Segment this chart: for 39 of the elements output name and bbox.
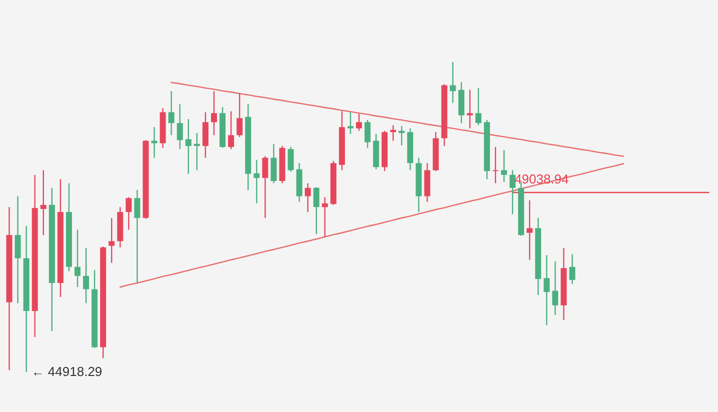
candlestick: [364, 119, 371, 148]
candlestick: [202, 112, 208, 158]
candlestick: [466, 89, 473, 129]
candlestick: [475, 87, 482, 126]
candlestick: [194, 132, 200, 171]
candlestick: [134, 189, 140, 284]
candlestick: [347, 112, 354, 135]
candlestick: [398, 126, 405, 146]
candlestick: [151, 126, 158, 158]
candlestick: [552, 260, 558, 316]
candlestick: [176, 104, 183, 150]
candlestick: [83, 247, 90, 304]
candlestick: [510, 170, 516, 215]
candlestick: [450, 61, 456, 104]
candlestick: [228, 110, 234, 150]
candlestick: [108, 217, 115, 264]
candlestick: [313, 186, 320, 235]
candlestick: [569, 254, 576, 285]
candlestick: [526, 200, 533, 260]
candlestick: [501, 149, 508, 183]
candlestick: [356, 113, 362, 132]
annotation: ← 44918.29: [31, 364, 102, 380]
candlestick: [304, 182, 311, 213]
candlestick: [126, 196, 132, 230]
candlestick: [288, 146, 294, 172]
candlestick: [270, 143, 277, 184]
candlestick: [14, 196, 21, 304]
candlestick: [390, 124, 396, 142]
candlestick: [168, 90, 174, 136]
candlestick: [262, 156, 268, 219]
candlestick: [322, 196, 328, 238]
candlestick: [40, 170, 46, 236]
candlestick: [185, 118, 192, 175]
candlestick: [544, 254, 550, 326]
candlestick: [236, 92, 243, 138]
candlestick: [74, 229, 81, 288]
candlestick: [254, 159, 260, 204]
candlestick: [210, 90, 217, 136]
candlestick: [492, 146, 498, 184]
